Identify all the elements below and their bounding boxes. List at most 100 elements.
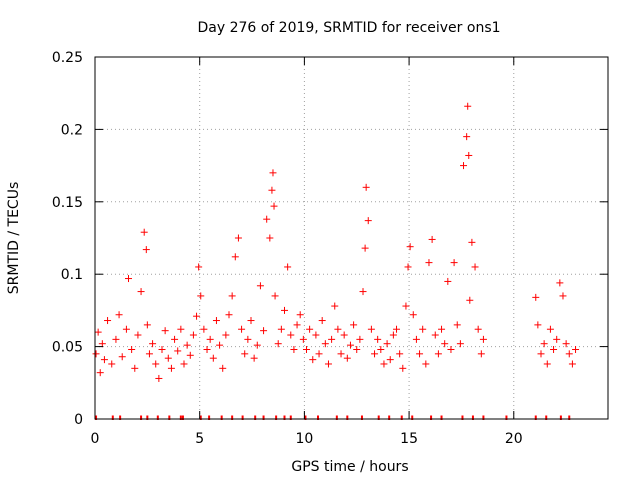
data-point (293, 321, 301, 329)
data-point (306, 325, 314, 333)
data-point (128, 345, 136, 353)
data-point (553, 335, 561, 343)
data-point (219, 364, 227, 372)
data-point (152, 360, 160, 368)
axis-ticks: 0 0.05 0.1 0.15 0.2 0.25 0 5 10 15 20 (52, 50, 608, 447)
data-point (343, 354, 351, 362)
data-point (228, 292, 236, 300)
data-point (167, 364, 175, 372)
data-point (234, 234, 242, 242)
data-point (468, 238, 476, 246)
data-point (416, 350, 424, 358)
data-point (284, 263, 292, 271)
data-point (359, 288, 367, 296)
data-point (334, 325, 342, 333)
y-tick-label: 0 (74, 412, 83, 428)
data-point (471, 263, 479, 271)
data-point (465, 151, 473, 159)
data-point (463, 133, 471, 141)
data-point (362, 183, 370, 191)
data-point (231, 253, 239, 261)
data-point (438, 325, 446, 333)
data-point (241, 350, 249, 358)
data-point (174, 347, 182, 355)
data-point (422, 360, 430, 368)
data-point (479, 335, 487, 343)
data-point (444, 277, 452, 285)
data-point (453, 321, 461, 329)
data-point (277, 325, 285, 333)
data-point (315, 350, 323, 358)
data-point (353, 345, 361, 353)
chart-title: Day 276 of 2019, SRMTID for receiver ons… (197, 20, 500, 36)
data-point (183, 341, 191, 349)
data-point (546, 325, 554, 333)
data-point (206, 335, 214, 343)
data-point (537, 350, 545, 358)
y-tick-label: 0.05 (52, 340, 83, 356)
x-tick-label: 20 (505, 431, 523, 447)
data-point (425, 259, 433, 267)
x-axis-label: GPS time / hours (291, 459, 408, 475)
data-points (92, 102, 580, 420)
data-point (568, 360, 576, 368)
data-point (328, 335, 336, 343)
data-point (412, 335, 420, 343)
data-point (464, 102, 472, 110)
data-point (203, 345, 211, 353)
plot-frame (94, 56, 609, 420)
data-point (361, 244, 369, 252)
x-tick-label: 0 (91, 431, 100, 447)
data-point (94, 328, 102, 336)
data-point (441, 340, 449, 348)
data-point (177, 325, 185, 333)
data-point (431, 331, 439, 339)
data-point (350, 321, 358, 329)
data-point (543, 360, 551, 368)
data-point (271, 292, 279, 300)
data-point (122, 325, 130, 333)
data-point (193, 312, 201, 320)
data-point (142, 246, 150, 254)
data-point (222, 331, 230, 339)
data-point (209, 354, 217, 362)
data-point (346, 341, 354, 349)
grid-lines (95, 57, 608, 419)
y-tick-label: 0.1 (61, 267, 83, 283)
data-point (550, 345, 558, 353)
data-point (244, 335, 252, 343)
y-tick-label: 0.15 (52, 195, 83, 211)
data-point (540, 340, 548, 348)
x-tick-label: 15 (400, 431, 418, 447)
data-point (131, 364, 139, 372)
data-point (434, 350, 442, 358)
data-point (396, 350, 404, 358)
data-point (200, 325, 208, 333)
data-point (318, 317, 326, 325)
data-point (532, 293, 540, 301)
data-point (171, 335, 179, 343)
data-point (161, 327, 169, 335)
data-point (428, 235, 436, 243)
data-point (399, 364, 407, 372)
data-point (247, 317, 255, 325)
data-point (186, 351, 194, 359)
x-tick-label: 10 (295, 431, 313, 447)
data-point (268, 186, 276, 194)
data-point (98, 340, 106, 348)
data-point (149, 340, 157, 348)
data-point (290, 345, 298, 353)
data-point (302, 345, 310, 353)
data-point (280, 306, 288, 314)
data-point (309, 356, 317, 364)
data-point (225, 311, 233, 319)
data-point (383, 340, 391, 348)
data-point (256, 282, 264, 290)
data-point (456, 340, 464, 348)
data-point (402, 302, 410, 310)
data-point (559, 292, 567, 300)
data-point (374, 335, 382, 343)
data-point (299, 335, 307, 343)
data-point (312, 331, 320, 339)
